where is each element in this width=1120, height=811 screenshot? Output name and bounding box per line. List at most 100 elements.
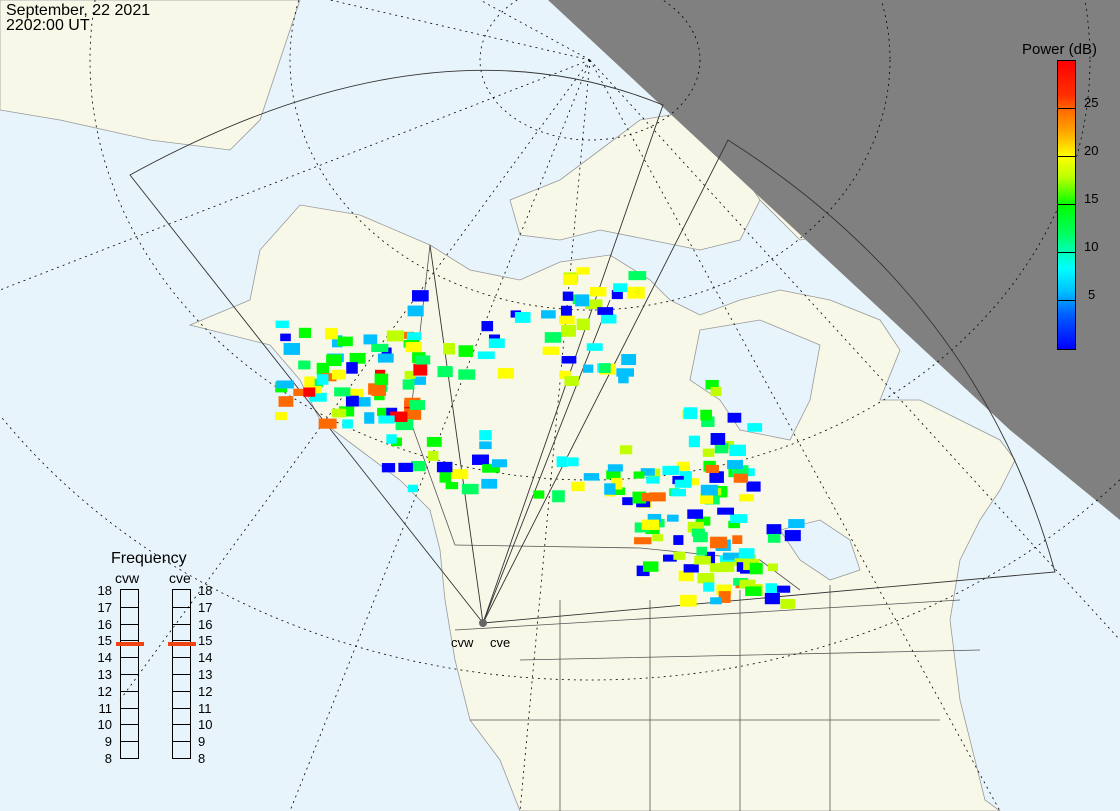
backscatter-cell — [458, 345, 473, 357]
backscatter-cell — [413, 363, 428, 376]
frequency-grid-line — [173, 606, 190, 608]
frequency-tick-label: 13 — [97, 667, 112, 682]
colorbar-tick — [1057, 108, 1075, 109]
backscatter-cell — [619, 445, 633, 455]
backscatter-cell — [334, 387, 351, 397]
frequency-tick-label: 18 — [198, 583, 213, 598]
frequency-grid-line — [121, 674, 138, 675]
backscatter-cell — [280, 333, 291, 342]
backscatter-cell — [576, 267, 590, 275]
frequency-tick-label: 16 — [97, 616, 112, 632]
backscatter-cell — [479, 441, 492, 450]
backscatter-cell — [694, 555, 711, 565]
backscatter-cell — [784, 530, 801, 542]
backscatter-cell — [371, 343, 389, 352]
backscatter-cell — [683, 407, 698, 420]
backscatter-cell — [589, 286, 607, 297]
backscatter-cell — [310, 378, 323, 388]
backscatter-cell — [491, 459, 507, 468]
backscatter-cell — [542, 346, 560, 355]
backscatter-cell — [309, 392, 327, 402]
backscatter-cell — [710, 433, 726, 445]
backscatter-cell — [411, 461, 426, 472]
backscatter-cell — [673, 535, 684, 545]
backscatter-cell — [402, 379, 415, 390]
backscatter-cell — [405, 341, 422, 353]
backscatter-cell — [745, 586, 762, 597]
backscatter-cell — [716, 584, 732, 595]
backscatter-cell — [318, 418, 337, 429]
frequency-grid-line — [173, 741, 190, 743]
backscatter-cell — [568, 457, 579, 467]
frequency-marker-cvw — [116, 641, 144, 646]
backscatter-cell — [676, 461, 690, 471]
backscatter-cell — [339, 406, 355, 417]
backscatter-cell — [583, 473, 600, 481]
frequency-grid-line — [173, 690, 190, 692]
backscatter-cell — [621, 354, 637, 366]
backscatter-cell — [583, 364, 594, 373]
colorbar-tick — [1057, 156, 1075, 157]
backscatter-cell — [746, 481, 761, 492]
backscatter-cell — [640, 468, 655, 476]
backscatter-cell — [428, 450, 439, 461]
frequency-tick-label: 12 — [97, 683, 112, 699]
backscatter-cell — [723, 440, 735, 450]
backscatter-cell — [481, 478, 498, 489]
backscatter-cell — [634, 537, 652, 545]
backscatter-cell — [488, 334, 500, 342]
backscatter-cell — [439, 471, 451, 483]
backscatter-cell — [697, 573, 715, 584]
backscatter-cell — [561, 356, 577, 364]
backscatter-cell — [278, 396, 294, 407]
backscatter-cell — [764, 593, 780, 605]
backscatter-cell — [363, 334, 378, 345]
backscatter-cell — [303, 387, 316, 397]
backscatter-cell — [559, 370, 571, 379]
backscatter-cell — [349, 352, 366, 364]
backscatter-cell — [426, 436, 442, 447]
backscatter-cell — [346, 362, 358, 374]
backscatter-cell — [390, 411, 408, 422]
backscatter-cell — [445, 482, 459, 490]
frequency-grid-line — [173, 657, 190, 659]
frequency-tick-label: 10 — [97, 717, 112, 733]
backscatter-cell — [695, 516, 711, 526]
frequency-tick-label: 17 — [198, 599, 213, 615]
backscatter-cell — [780, 598, 796, 609]
backscatter-cell — [720, 561, 735, 572]
backscatter-cell — [641, 519, 660, 530]
backscatter-cell — [693, 531, 708, 543]
backscatter-cell — [600, 314, 617, 324]
backscatter-cell — [687, 521, 704, 533]
backscatter-cell — [680, 594, 697, 607]
siberia — [0, 0, 301, 151]
backscatter-cell — [377, 407, 388, 417]
frequency-title: Frequency — [111, 550, 187, 567]
backscatter-cell — [342, 419, 353, 429]
backscatter-cell — [461, 483, 479, 495]
frequency-grid-line — [121, 640, 138, 642]
backscatter-cell — [646, 476, 660, 484]
backscatter-cell — [604, 483, 616, 495]
frequency-grid-line — [121, 606, 138, 608]
frequency-grid-line — [121, 724, 138, 726]
colorbar-tick-label: 5 — [1088, 287, 1096, 302]
backscatter-cell — [575, 294, 590, 307]
colorbar-tick-label: 15 — [1084, 191, 1099, 206]
backscatter-cell — [304, 376, 315, 388]
backscatter-cell — [632, 491, 647, 504]
backscatter-cell — [377, 353, 394, 363]
backscatter-cell — [733, 473, 748, 483]
colorbar-tick-label: 25 — [1084, 95, 1099, 110]
frequency-grid-line — [121, 623, 138, 625]
backscatter-cell — [727, 460, 743, 470]
backscatter-cell — [337, 336, 353, 347]
backscatter-cell — [395, 419, 414, 431]
backscatter-cell — [345, 395, 359, 407]
backscatter-cell — [544, 332, 562, 343]
backscatter-cell — [732, 535, 743, 545]
backscatter-cell — [386, 330, 405, 342]
date-label: September, 22 2021 — [6, 2, 151, 19]
backscatter-cell — [477, 351, 495, 360]
